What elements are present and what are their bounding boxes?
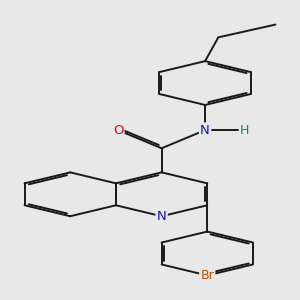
Text: Br: Br [200, 269, 214, 282]
Text: N: N [200, 124, 210, 137]
Text: H: H [240, 124, 249, 137]
Text: O: O [113, 124, 123, 137]
Text: N: N [157, 210, 166, 223]
